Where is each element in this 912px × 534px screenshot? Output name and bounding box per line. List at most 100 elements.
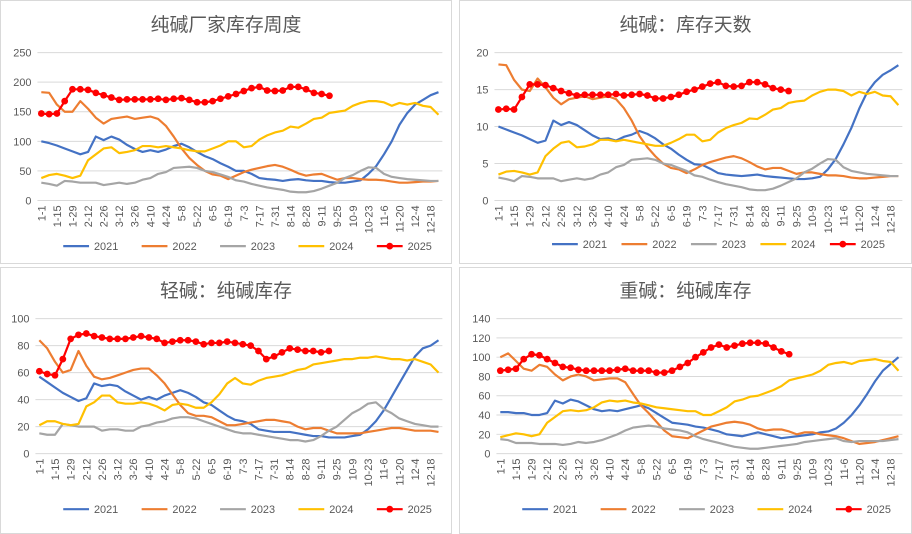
x-tick-label: 2-12 <box>542 459 554 481</box>
data-point-2025 <box>645 367 653 375</box>
legend-label-2022: 2022 <box>172 504 196 516</box>
y-tick-label: 60 <box>478 391 490 403</box>
y-tick-label: 60 <box>17 368 29 380</box>
legend-label-2022: 2022 <box>652 239 676 251</box>
x-tick-label: 3-12 <box>114 205 126 227</box>
data-point-2025 <box>715 341 723 349</box>
x-tick-label: 1-1 <box>34 459 46 475</box>
x-tick-label: 9-25 <box>792 459 804 481</box>
series-line-2022 <box>498 63 899 180</box>
series-line-2025 <box>38 332 330 377</box>
x-tick-label: 3-26 <box>587 205 599 227</box>
data-point-2025 <box>98 334 106 341</box>
data-point-2025 <box>137 332 145 340</box>
legend-label-2024: 2024 <box>329 504 353 516</box>
data-point-2025 <box>502 105 510 113</box>
series-line-2024 <box>40 100 440 180</box>
data-point-2025 <box>153 335 161 343</box>
x-tick-label: 5-8 <box>635 205 647 221</box>
data-point-2025 <box>310 89 318 97</box>
x-tick-label: 9-11 <box>317 205 329 226</box>
data-point-2025 <box>542 81 549 89</box>
x-tick-label: 9-11 <box>776 205 788 226</box>
x-tick-label: 4-10 <box>603 205 615 227</box>
data-point-2025 <box>636 90 643 98</box>
data-point-2025 <box>279 87 287 94</box>
x-tick-label: 7-17 <box>253 459 265 481</box>
x-tick-label: 11-20 <box>854 205 866 232</box>
chart-title: 轻碱：纯碱库存 <box>160 280 292 301</box>
chart-svg: 轻碱：纯碱库存 0 20 40 60 80 100 1-1 1-15 1-29 2-12 2-26 3-… <box>11 280 443 516</box>
data-point-2025 <box>278 348 286 356</box>
data-point-2025 <box>504 366 512 374</box>
data-point-2025 <box>255 83 263 91</box>
data-point-2025 <box>684 359 692 367</box>
data-point-2025 <box>692 353 699 361</box>
data-point-2025 <box>675 91 683 99</box>
legend-label-2023: 2023 <box>722 239 746 251</box>
chart-title: 重碱：纯碱库存 <box>620 280 752 301</box>
x-tick-label: 12-4 <box>870 205 882 227</box>
x-tick-label: 1-15 <box>509 205 521 227</box>
x-tick-label: 3-12 <box>113 459 125 481</box>
data-point-2025 <box>777 86 785 93</box>
series-line-2021 <box>41 91 439 184</box>
data-point-2025 <box>683 88 691 96</box>
x-tick-label: 4-24 <box>161 205 173 227</box>
data-point-2025 <box>61 97 69 105</box>
x-tick-label: 8-14 <box>285 459 297 481</box>
x-tick-label: 7-31 <box>269 459 281 481</box>
chart-panel-factory-inventory: 纯碱厂家库存周度 0 50 100 150 200 250 1-1 1-15 1-29 2-12 2-… <box>0 0 452 264</box>
data-point-2025 <box>53 110 61 117</box>
x-tick-label: 1-15 <box>511 459 523 481</box>
data-point-2025 <box>604 91 612 99</box>
x-tick-label: 11-6 <box>838 205 850 226</box>
x-tick-label: 7-3 <box>698 459 710 475</box>
data-point-2025 <box>543 355 551 363</box>
chart-panel-dense-ash-inventory: 重碱：纯碱库存 0 20 40 60 80 100 120 140 1-1 1-15 1-29 2-12… <box>459 267 912 534</box>
legend-label-2025: 2025 <box>408 504 432 516</box>
data-point-2025 <box>557 87 565 95</box>
data-point-2025 <box>746 78 753 86</box>
data-point-2025 <box>785 87 792 95</box>
y-tick-label: 100 <box>472 352 490 364</box>
data-point-2025 <box>176 336 184 344</box>
series-line-2023 <box>41 165 439 194</box>
data-point-2025 <box>526 81 534 88</box>
x-tick-label: 9-25 <box>332 459 344 481</box>
x-tick-label: 6-19 <box>223 205 235 227</box>
legend-marker-2025 <box>386 505 394 513</box>
x-tick-label: 11-20 <box>394 459 406 486</box>
data-point-2025 <box>162 96 170 104</box>
x-tick-label: 9-11 <box>776 459 788 480</box>
series-line-2023 <box>500 424 899 450</box>
data-point-2025 <box>496 367 504 375</box>
data-point-2025 <box>200 340 208 348</box>
data-point-2025 <box>224 93 232 100</box>
x-tick-label: 8-14 <box>745 459 757 481</box>
x-tick-label: 6-5 <box>667 459 679 475</box>
x-tick-label: 12-4 <box>410 459 422 481</box>
data-point-2025 <box>589 91 596 99</box>
x-tick-label: 6-19 <box>682 205 694 227</box>
data-point-2025 <box>192 338 200 345</box>
legend-marker-2025 <box>845 505 853 513</box>
data-point-2025 <box>746 339 754 347</box>
data-point-2025 <box>738 82 745 90</box>
x-tick-label: 2-12 <box>540 205 552 227</box>
data-point-2025 <box>598 367 606 375</box>
data-point-2025 <box>528 350 535 358</box>
x-tick-label: 1-15 <box>50 459 62 481</box>
data-point-2025 <box>565 89 573 97</box>
data-point-2025 <box>193 98 201 106</box>
data-point-2025 <box>59 355 67 363</box>
data-point-2025 <box>581 91 589 99</box>
x-tick-label: 4-10 <box>605 459 617 481</box>
x-tick-label: 12-18 <box>886 205 898 233</box>
y-tick-label: 140 <box>472 314 490 326</box>
y-tick-label: 200 <box>13 77 31 89</box>
data-point-2025 <box>263 87 271 94</box>
legend-label-2023: 2023 <box>251 504 275 516</box>
data-point-2025 <box>294 83 302 91</box>
data-point-2025 <box>108 94 115 101</box>
